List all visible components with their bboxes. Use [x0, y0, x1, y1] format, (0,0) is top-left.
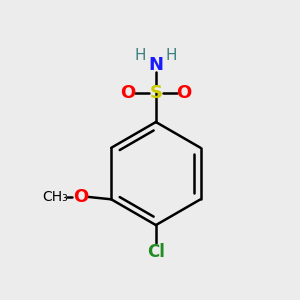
Text: Cl: Cl	[147, 243, 165, 261]
Text: H: H	[135, 48, 146, 63]
Text: H: H	[166, 48, 177, 63]
Text: O: O	[120, 84, 136, 102]
Text: O: O	[176, 84, 191, 102]
Text: S: S	[149, 84, 162, 102]
Text: CH₃: CH₃	[42, 190, 68, 204]
Text: O: O	[73, 188, 88, 206]
Text: N: N	[148, 56, 164, 74]
